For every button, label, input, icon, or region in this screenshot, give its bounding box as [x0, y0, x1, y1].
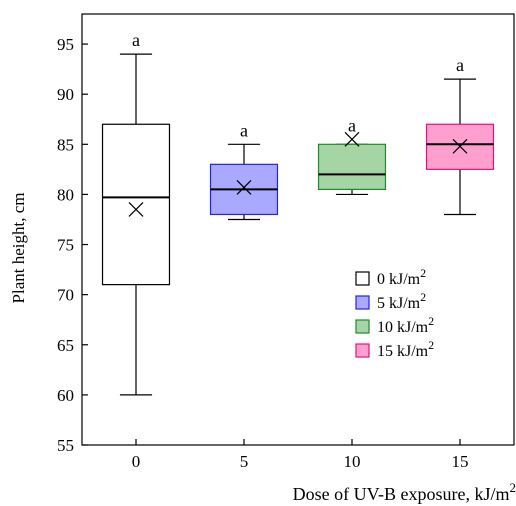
y-tick-label: 75	[57, 236, 74, 255]
legend-item-10: 10 kJ/m2	[355, 314, 434, 336]
plot-frame	[81, 13, 515, 446]
x-tick-label: 15	[452, 452, 469, 471]
x-axis-label-superscript: 2	[510, 480, 516, 495]
legend-label-superscript: 2	[420, 266, 426, 280]
box-iqr	[317, 143, 387, 191]
significance-letter: a	[132, 30, 140, 50]
legend-swatch	[355, 295, 370, 310]
legend-label-text: 15 kJ/m	[377, 343, 429, 360]
y-tick-label: 85	[57, 135, 74, 154]
mean-marker-stroke-b	[236, 179, 252, 195]
x-tick-label: 0	[132, 452, 141, 471]
legend-label-text: 0 kJ/m	[377, 271, 421, 288]
significance-letter: a	[348, 115, 356, 135]
legend-swatch	[355, 271, 370, 286]
legend-label: 15 kJ/m2	[377, 338, 434, 360]
legend-label-superscript: 2	[428, 338, 434, 352]
legend-label-text: 10 kJ/m	[377, 319, 429, 336]
y-axis: 55 60 65 70 75 80 85 90 95	[57, 35, 88, 455]
box-group-5: a	[209, 120, 279, 221]
legend-label: 0 kJ/m2	[377, 266, 426, 288]
mean-marker-stroke-b	[128, 202, 144, 217]
legend-label-superscript: 2	[420, 290, 426, 304]
x-tick-label: 10	[344, 452, 361, 471]
box-group-0: a	[101, 30, 171, 396]
y-tick-label: 80	[57, 185, 74, 204]
y-axis-label: Plant height, cm	[9, 193, 28, 304]
box-iqr	[101, 123, 171, 286]
x-axis-label-text: Dose of UV-B exposure, kJ/m	[293, 484, 510, 504]
mean-marker-stroke-b	[344, 131, 360, 147]
x-axis-label: Dose of UV-B exposure, kJ/m2	[293, 480, 516, 504]
significance-letter: a	[456, 55, 464, 75]
y-tick-label: 90	[57, 85, 74, 104]
y-tick-label: 65	[57, 336, 74, 355]
y-tick-label: 70	[57, 286, 74, 305]
x-axis: 0 5 10 15	[132, 439, 469, 471]
x-tick-label: 5	[240, 452, 249, 471]
y-tick-label: 60	[57, 386, 74, 405]
legend-label-text: 5 kJ/m	[377, 295, 421, 312]
legend-item-15: 15 kJ/m2	[355, 338, 434, 360]
mean-marker-stroke-b	[452, 138, 468, 154]
legend-label: 10 kJ/m2	[377, 314, 434, 336]
y-tick-label: 95	[57, 35, 74, 54]
legend-label: 5 kJ/m2	[377, 290, 426, 312]
legend-item-5: 5 kJ/m2	[355, 290, 426, 312]
plot-area	[81, 13, 515, 446]
boxes-layer: a a a a	[101, 30, 495, 396]
box-group-10: a	[317, 115, 387, 196]
y-tick-label: 55	[57, 436, 74, 455]
legend-swatch	[355, 319, 370, 334]
significance-letter: a	[240, 120, 248, 140]
legend-label-superscript: 2	[428, 314, 434, 328]
legend-item-0: 0 kJ/m2	[355, 266, 426, 288]
box-iqr	[425, 123, 495, 170]
box-group-15: a	[425, 55, 495, 216]
legend-swatch	[355, 343, 370, 358]
